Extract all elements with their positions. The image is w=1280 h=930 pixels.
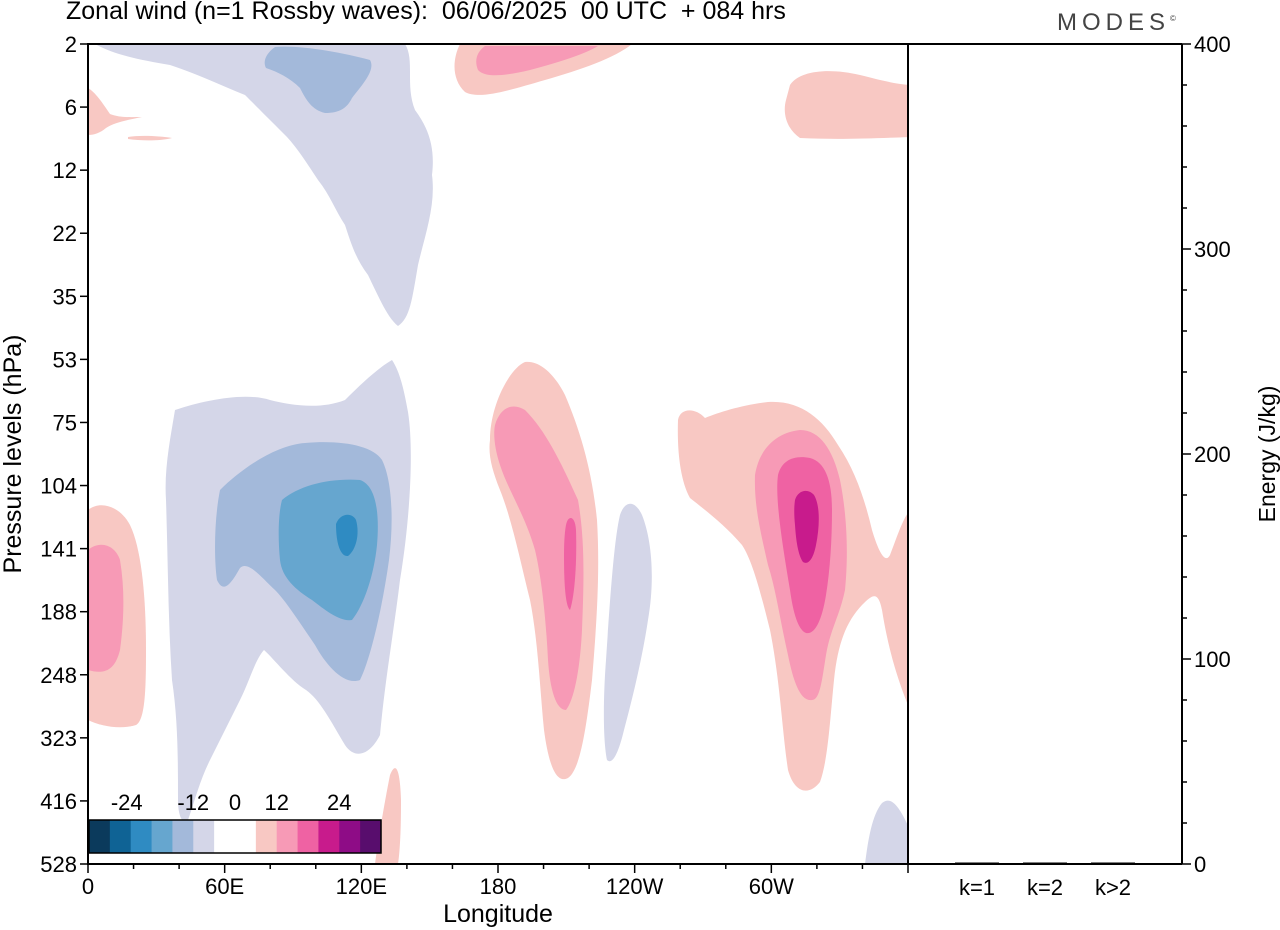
energy-category-label: k=2 <box>1027 875 1063 900</box>
colorbar-swatch <box>339 820 361 853</box>
colorbar-swatch <box>276 820 299 853</box>
colorbar-swatch <box>89 820 111 853</box>
colorbar-label: 12 <box>264 790 288 815</box>
y-tick-label: 323 <box>40 726 77 751</box>
y-tick-label: 104 <box>40 474 77 499</box>
energy-category-label: k=1 <box>959 875 995 900</box>
x-tick-label: 0 <box>82 874 94 899</box>
colorbar-label: -24 <box>111 790 143 815</box>
energy-tick-label: 300 <box>1194 237 1231 262</box>
energy-bars <box>955 862 1135 864</box>
colorbar-swatch <box>297 820 319 853</box>
colorbar-label: 24 <box>327 790 351 815</box>
pos-region-top-left-spot <box>128 135 172 141</box>
energy-category-label: k>2 <box>1095 875 1131 900</box>
energy-axis: 0 100 200 300 400 <box>1182 32 1231 877</box>
pos-region-left-inner <box>88 544 124 672</box>
y-tick-label: 22 <box>53 221 77 246</box>
energy-bar <box>1091 862 1135 864</box>
y-tick-label: 2 <box>65 32 77 57</box>
pos-region-top-left <box>88 88 142 135</box>
colorbar-swatch <box>255 820 278 853</box>
y-tick-label: 6 <box>65 95 77 120</box>
x-tick-label: 120E <box>336 874 387 899</box>
colorbar-swatch <box>130 820 153 853</box>
y-tick-label: 53 <box>53 347 77 372</box>
colorbar: -24 -12 0 12 24 <box>88 790 382 854</box>
neg-region-mid-pacific <box>603 503 652 762</box>
x-tick-label: 60W <box>749 874 794 899</box>
neg-region-lower-core <box>278 479 378 621</box>
pos-region-east-peak <box>794 490 819 563</box>
brand-logo: MODES© <box>1057 9 1176 36</box>
colorbar-label: -12 <box>177 790 209 815</box>
longitude-axis: 0 60E 120E 180 120W 60W <box>82 864 909 899</box>
neg-region-upper-outer <box>95 44 433 326</box>
neg-region-upper-inner <box>264 46 372 114</box>
y-tick-label: 12 <box>53 158 77 183</box>
colorbar-label: 0 <box>229 790 241 815</box>
colorbar-swatch <box>172 820 194 853</box>
energy-tick-label: 0 <box>1194 852 1206 877</box>
y-tick-label: 188 <box>40 600 77 625</box>
x-tick-label: 180 <box>480 874 517 899</box>
colorbar-swatch <box>360 820 382 853</box>
neg-region-lower-peak <box>336 514 358 557</box>
pos-region-dateline-mid <box>494 406 584 710</box>
y-tick-label: 416 <box>40 789 77 814</box>
pos-region-top-dateline-inner <box>476 46 598 76</box>
x-axis-label: Longitude <box>443 900 553 928</box>
x-tick-label: 120W <box>606 874 664 899</box>
colorbar-swatch <box>318 820 340 853</box>
chart-title: Zonal wind (n=1 Rossby waves): 06/06/202… <box>66 0 786 25</box>
y-tick-label: 528 <box>40 852 77 877</box>
pos-region-dateline-core <box>564 518 577 610</box>
energy-bar <box>955 862 999 864</box>
x-tick-label: 60E <box>205 874 244 899</box>
colorbar-swatch <box>214 820 236 853</box>
energy-tick-label: 200 <box>1194 442 1231 467</box>
colorbar-swatch <box>235 820 257 853</box>
energy-bar <box>1023 862 1067 864</box>
y-tick-label: 75 <box>53 410 77 435</box>
y-tick-label: 248 <box>40 663 77 688</box>
energy-tick-label: 100 <box>1194 647 1231 672</box>
y-axis-label: Pressure levels (hPa) <box>0 335 27 574</box>
colorbar-swatch <box>193 820 215 853</box>
pressure-axis: 2 6 12 22 35 53 75 104 141 188 248 323 416 528 <box>40 32 88 877</box>
y-tick-label: 35 <box>53 284 77 309</box>
colorbar-swatch <box>109 820 132 853</box>
energy-categories: k=1 k=2 k>2 <box>959 875 1131 900</box>
contour-field <box>88 44 908 864</box>
neg-region-corner <box>865 800 908 864</box>
energy-tick-label: 400 <box>1194 32 1231 57</box>
colorbar-swatch <box>151 820 173 853</box>
energy-axis-label: Energy (J/kg) <box>1254 386 1280 523</box>
y-tick-label: 141 <box>40 537 77 562</box>
pos-region-top-right <box>784 71 908 139</box>
